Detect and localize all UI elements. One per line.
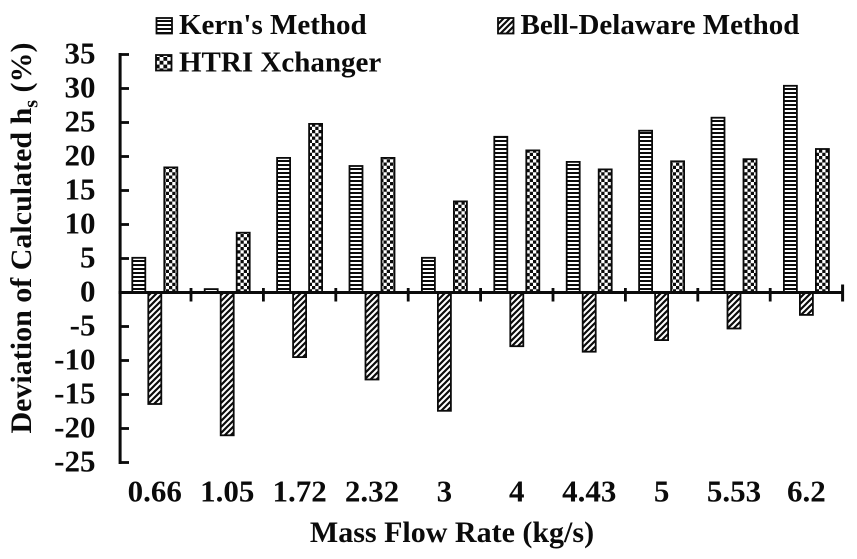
svg-text:-20: -20	[54, 410, 95, 445]
svg-text:Kern's Method: Kern's Method	[179, 9, 367, 41]
svg-text:30: 30	[65, 70, 96, 105]
svg-text:2.32: 2.32	[345, 474, 399, 509]
svg-text:-5: -5	[70, 308, 96, 343]
svg-text:4.43: 4.43	[562, 474, 616, 509]
svg-text:-10: -10	[54, 342, 95, 377]
svg-text:15: 15	[65, 172, 96, 207]
svg-text:20: 20	[65, 138, 96, 173]
svg-text:3: 3	[437, 474, 453, 509]
svg-text:1.05: 1.05	[200, 474, 254, 509]
svg-text:0.66: 0.66	[128, 474, 182, 509]
svg-text:25: 25	[65, 104, 96, 139]
svg-text:-15: -15	[54, 376, 95, 411]
svg-text:Bell-Delaware Method: Bell-Delaware Method	[521, 9, 800, 41]
svg-text:5: 5	[80, 240, 96, 275]
svg-text:HTRI Xchanger: HTRI Xchanger	[179, 47, 381, 79]
svg-text:Mass Flow Rate (kg/s): Mass Flow Rate (kg/s)	[310, 516, 594, 549]
svg-text:1.72: 1.72	[272, 474, 326, 509]
svg-text:4: 4	[509, 474, 525, 509]
svg-text:-25: -25	[54, 444, 95, 479]
svg-text:0: 0	[80, 274, 96, 309]
svg-text:35: 35	[65, 36, 96, 71]
svg-text:5.53: 5.53	[707, 474, 761, 509]
svg-text:5: 5	[654, 474, 670, 509]
svg-text:10: 10	[65, 206, 96, 241]
svg-text:6.2: 6.2	[787, 474, 826, 509]
